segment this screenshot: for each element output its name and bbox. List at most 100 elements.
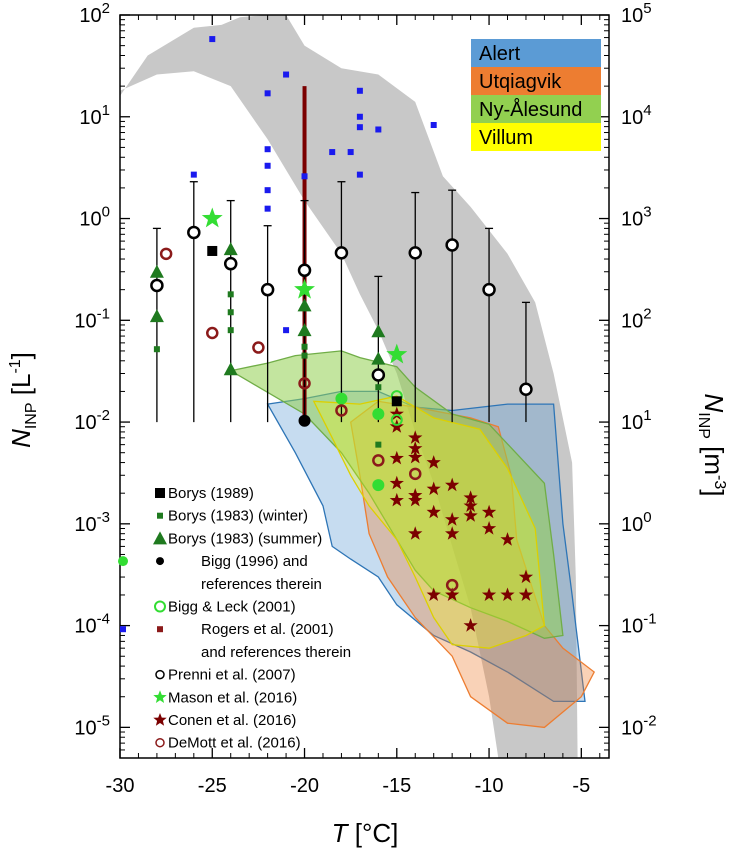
point-conen-et-al-2016 — [481, 521, 497, 535]
legend-entry-rogers-et-al-2001: Rogers et al. (2001) and references there… — [120, 621, 351, 661]
point-rogers-et-al-2001 — [356, 113, 363, 120]
point-borys-1983-summer — [297, 323, 312, 337]
x-tick-label: -10 — [475, 775, 504, 797]
point-borys-1989 — [207, 245, 218, 256]
point-prenni-et-al-2007 — [150, 278, 164, 293]
point-conen-et-al-2016 — [389, 419, 404, 433]
legend-label-demott-et-al-2016: DeMott et al. (2016) — [168, 735, 301, 752]
y-left-tick-label: 100 — [79, 204, 110, 231]
legend-marker-rogers-et-al-2001-blue — [120, 626, 126, 633]
point-demott-et-al-2016 — [206, 326, 219, 340]
legend-marker-prenni-et-al-2007 — [155, 669, 165, 680]
point-rogers-et-al-2001 — [430, 122, 437, 129]
legend-marker-borys-1983-summer — [153, 531, 167, 545]
y-right-axis-title: NINP [m-3] — [695, 393, 729, 496]
point-borys-1983-winter — [227, 327, 234, 334]
y-left-tick-label: 10-1 — [74, 305, 110, 332]
legend-entry-mason-et-al-2016: Mason et al. (2016) — [153, 689, 297, 706]
y-right-tick-label: 10-2 — [621, 712, 657, 739]
y-right-tick-label: 103 — [621, 204, 652, 231]
point-rogers-et-al-2001 — [264, 205, 271, 212]
point-rogers-et-al-2001 — [356, 124, 363, 131]
point-rogers-et-al-2001 — [190, 171, 197, 178]
point-borys-1983-winter — [301, 352, 308, 359]
point-conen-et-al-2016 — [463, 498, 478, 512]
point-borys-1989 — [391, 396, 402, 407]
point-borys-1983-winter — [375, 441, 382, 448]
point-conen-et-al-2016 — [426, 504, 441, 519]
point-conen-et-al-2016 — [408, 449, 423, 464]
y-right-tick-label: 101 — [621, 407, 652, 434]
site-legend-label-alert: Alert — [479, 43, 521, 65]
axes-layer: -30 -25 -20 -15 -10 -5 10-5 10-4 10-3 10-2 10-1 100… — [6, 0, 729, 848]
legend-marker-bigg-1996-and-black — [156, 557, 164, 566]
y-left-tick-label: 10-3 — [74, 509, 110, 536]
point-conen-et-al-2016 — [408, 526, 423, 540]
legend-label-bigg-leck-2001: Bigg & Leck (2001) — [168, 599, 296, 616]
point-rogers-et-al-2001 — [347, 149, 354, 156]
legend-label-borys-1983-summer: Borys (1983) (summer) — [168, 530, 322, 547]
point-rogers-et-al-2001 — [209, 36, 216, 43]
point-conen-et-al-2016 — [445, 512, 460, 526]
point-rogers-et-al-2001 — [301, 173, 308, 180]
point-bigg-1996-and — [372, 479, 385, 492]
point-conen-et-al-2016 — [463, 508, 478, 522]
point-conen-et-al-2016 — [426, 455, 441, 469]
point-borys-1983-winter — [301, 343, 308, 350]
point-conen-et-al-2016 — [408, 492, 423, 507]
legend-marker-borys-1983-winter — [157, 512, 163, 519]
point-bigg-1996-and — [372, 408, 385, 421]
legend-label-bigg-1996-and: Bigg (1996) and — [201, 553, 308, 570]
x-tick-label: -20 — [290, 775, 319, 797]
point-borys-1983-winter — [375, 384, 382, 391]
y-left-tick-label: 102 — [79, 0, 110, 27]
point-mason-et-al-2016 — [294, 278, 315, 299]
legend-marker-borys-1989 — [155, 488, 165, 498]
y-right-tick-label: 104 — [621, 102, 652, 129]
point-conen-et-al-2016 — [500, 587, 515, 601]
point-borys-1983-winter — [153, 346, 160, 353]
point-demott-et-al-2016 — [252, 341, 265, 354]
point-conen-et-al-2016 — [445, 477, 460, 492]
point-rogers-et-al-2001 — [329, 149, 336, 156]
x-tick-label: -15 — [382, 775, 411, 797]
point-conen-et-al-2016 — [463, 618, 478, 632]
point-conen-et-al-2016 — [445, 587, 460, 601]
point-conen-et-al-2016 — [481, 587, 497, 601]
legend-entry-borys-1983-summer: Borys (1983) (summer) — [153, 530, 322, 547]
legend-label-borys-1989: Borys (1989) — [168, 485, 254, 502]
point-conen-et-al-2016 — [518, 569, 534, 584]
site-legend-label-ny-lesund: Ny-Ålesund — [479, 98, 582, 121]
point-prenni-et-al-2007 — [260, 282, 275, 297]
point-borys-1983-summer — [149, 309, 164, 323]
point-prenni-et-al-2007 — [334, 246, 349, 260]
y-left-axis-title: NINP [L-1] — [6, 352, 40, 448]
legend-entry-bigg-1996-and: Bigg (1996) and references therein — [118, 553, 322, 593]
x-axis-title: T [°C] — [332, 818, 399, 848]
point-demott-et-al-2016 — [298, 377, 311, 390]
region-villum — [312, 395, 546, 649]
y-left-tick-label: 101 — [79, 102, 110, 129]
point-prenni-et-al-2007 — [223, 256, 238, 271]
y-right-tick-label: 100 — [621, 509, 652, 536]
site-legend: Alert Utqiagvik Ny-Ålesund Villum — [471, 39, 601, 151]
x-tick-label: -25 — [198, 775, 227, 797]
legend-label2-rogers-et-al-2001: and references therein — [201, 644, 351, 661]
x-tick-label: -30 — [106, 775, 135, 797]
legend-marker-conen-et-al-2016 — [153, 713, 167, 726]
point-demott-et-al-2016 — [445, 578, 459, 592]
point-conen-et-al-2016 — [445, 526, 460, 540]
series-legend: Borys (1989) Borys (1983) (winter) Borys (… — [118, 485, 351, 752]
legend-marker-demott-et-al-2016 — [155, 737, 165, 748]
legend-label2-bigg-1996-and: references therein — [201, 576, 322, 593]
legend-label-mason-et-al-2016: Mason et al. (2016) — [168, 689, 297, 706]
legend-marker-bigg-1996-and-green — [118, 556, 128, 567]
legend-label-conen-et-al-2016: Conen et al. (2016) — [168, 712, 296, 729]
point-demott-et-al-2016 — [372, 454, 385, 467]
y-left-tick-label: 10-2 — [74, 407, 110, 434]
point-prenni-et-al-2007 — [187, 225, 201, 240]
point-borys-1983-winter — [227, 309, 234, 316]
legend-entry-prenni-et-al-2007: Prenni et al. (2007) — [155, 667, 296, 684]
point-conen-et-al-2016 — [389, 450, 404, 465]
